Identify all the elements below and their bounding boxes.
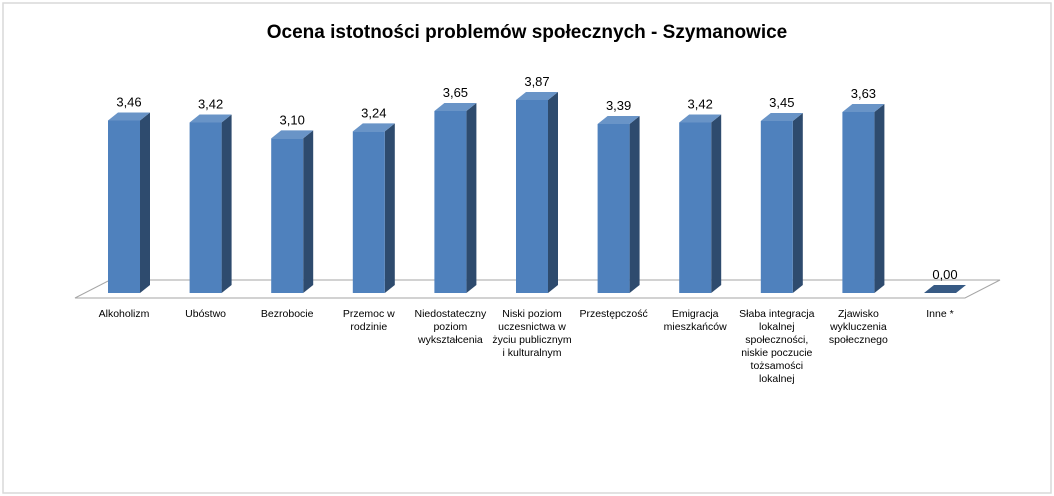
- bar-top: [108, 112, 150, 121]
- value-label: 3,10: [280, 112, 305, 127]
- x-tick-label: Alkoholizm: [98, 308, 150, 320]
- bar-top: [597, 115, 640, 124]
- bar: [108, 120, 140, 294]
- bar-top: [924, 285, 966, 293]
- x-tick-label: Niski poziom uczesnictwa w życiu publicz…: [492, 308, 572, 359]
- value-label: 3,39: [606, 98, 631, 113]
- bar-top: [434, 102, 477, 111]
- bar: [189, 122, 222, 293]
- bar-top: [516, 92, 558, 100]
- bar: [679, 122, 712, 293]
- bar: [516, 100, 548, 293]
- value-label: 0,00: [932, 267, 957, 282]
- value-label: 3,42: [688, 96, 713, 111]
- bar-top: [352, 123, 395, 132]
- x-tick-label: Przestępczość: [579, 308, 648, 320]
- bar-top: [189, 114, 232, 123]
- value-label: 3,65: [443, 85, 468, 100]
- bar-top: [271, 130, 314, 139]
- bar-side: [140, 112, 150, 294]
- bar: [760, 120, 793, 293]
- value-label: 3,42: [198, 96, 223, 111]
- x-tick-label: Ubóstwo: [185, 308, 227, 320]
- x-tick-label: Zjawisko wykluczenia społecznego: [828, 308, 888, 346]
- value-label: 3,45: [769, 95, 794, 110]
- value-label: 3,24: [361, 105, 386, 120]
- x-tick-label: Bezrobocie: [260, 308, 314, 320]
- bar-side: [303, 130, 314, 293]
- bar: [597, 123, 630, 293]
- x-tick-label: Słaba integracja lokalnej społeczności, …: [739, 308, 815, 385]
- bar: [434, 110, 467, 293]
- x-tick-label: Przemoc w rodzinie: [342, 308, 395, 333]
- bar: [352, 131, 385, 293]
- bar-top: [842, 103, 885, 112]
- bar-side: [792, 112, 803, 293]
- bar-side: [711, 114, 722, 293]
- x-tick-label: Inne *: [926, 308, 954, 320]
- bar: [842, 111, 875, 293]
- bar-top: [679, 114, 722, 123]
- x-tick-label: Niedostateczny poziom wykształcenia: [414, 308, 487, 346]
- bar-side: [629, 115, 640, 293]
- bar: [271, 138, 304, 293]
- bar-side: [384, 123, 395, 293]
- bar-side: [548, 92, 558, 293]
- value-label: 3,46: [116, 94, 141, 109]
- x-tick-label: Emigracja mieszkańców: [663, 308, 727, 333]
- bar-top: [760, 112, 803, 121]
- value-label: 3,87: [524, 74, 549, 89]
- bar-side: [874, 103, 885, 293]
- bar-side: [221, 114, 232, 293]
- value-label: 3,63: [851, 86, 876, 101]
- bar-side: [466, 102, 477, 293]
- chart-title: Ocena istotności problemów społecznych -…: [266, 22, 788, 43]
